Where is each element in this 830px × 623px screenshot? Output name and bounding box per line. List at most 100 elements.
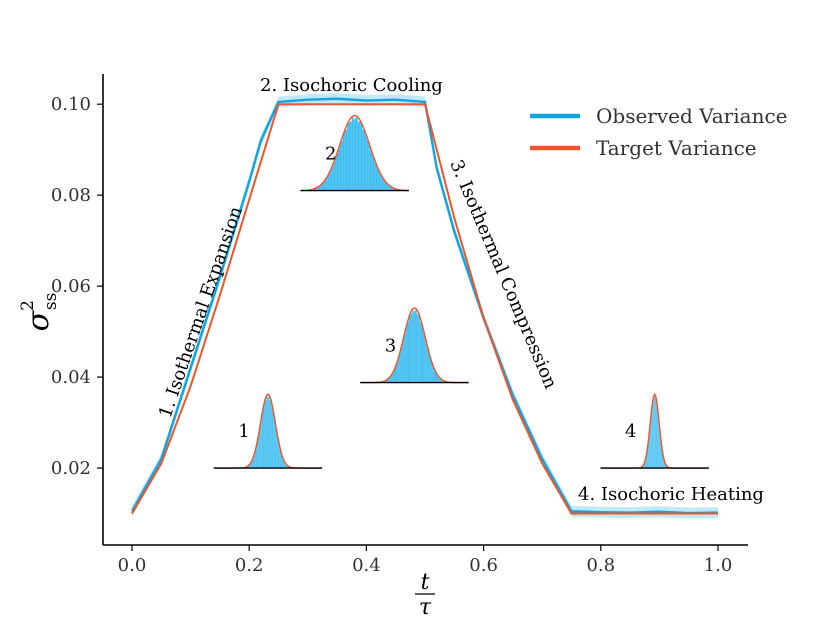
annotation-isochoric-heating: 4. Isochoric Heating [578, 484, 764, 505]
histogram-bar [408, 315, 411, 383]
x-label-denominator: τ [419, 595, 432, 620]
y-tick-label: 0.02 [51, 458, 91, 479]
histogram-bar [424, 334, 426, 383]
histogram-bar [410, 314, 412, 383]
histogram-bar [339, 142, 342, 191]
histogram-bar [407, 322, 410, 383]
y-tick-label: 0.10 [51, 94, 91, 115]
histogram-bar [392, 371, 395, 383]
histogram-bar [411, 313, 413, 383]
histogram-bar [418, 316, 420, 383]
x-tick-label: 1.0 [704, 555, 733, 576]
histogram-bar [397, 360, 399, 383]
observed-variance-line [130, 97, 719, 515]
histogram-bar [428, 354, 430, 383]
y-tick-label: 0.04 [51, 367, 91, 388]
histogram-bar [398, 357, 400, 383]
histogram-bar [330, 168, 333, 191]
x-label-numerator: t [421, 570, 430, 595]
y-label-symbol: σ [21, 309, 56, 331]
histogram-bar [336, 153, 339, 191]
histogram-bar [430, 360, 432, 383]
histogram-bar [377, 168, 379, 191]
y-label-superscript: 2 [18, 300, 38, 311]
distribution-insets: 1 2 3 4 [213, 114, 709, 469]
histogram-bar [431, 364, 433, 383]
histogram-bar [350, 121, 352, 191]
histogram-bar [405, 327, 408, 383]
annotation-isochoric-cooling: 2. Isochoric Cooling [260, 75, 443, 96]
histogram-bar [419, 321, 422, 383]
histogram-bar [381, 177, 384, 191]
legend: Observed Variance Target Variance [530, 104, 787, 160]
histogram-bar [366, 140, 369, 191]
histogram-bar [333, 161, 336, 191]
distribution-inset-4: 4 [600, 393, 709, 469]
histogram-bar [341, 141, 343, 191]
histogram-bar [395, 364, 398, 383]
legend-label-target: Target Variance [596, 136, 757, 160]
histogram-bar [415, 309, 417, 383]
histogram-bar [326, 177, 328, 191]
histogram-bar [399, 354, 401, 383]
y-axis-label: σ2 ss [18, 293, 61, 332]
histogram-bar [351, 116, 354, 191]
distribution-inset-2: 2 [300, 114, 409, 192]
y-label-subscript: ss [41, 293, 61, 310]
distribution-label: 4 [625, 421, 636, 442]
target-variance-line [131, 103, 718, 515]
histogram-bar [332, 165, 334, 191]
histogram-bar [329, 172, 331, 191]
histogram-bar [356, 116, 358, 191]
x-axis-label: t τ [415, 570, 435, 620]
x-tick-label: 0.0 [118, 555, 147, 576]
histogram-bar [359, 121, 361, 191]
annotation-isothermal-compression: 3. Isothermal Compression [445, 157, 561, 393]
distribution-label: 3 [385, 336, 396, 357]
histogram-bar [357, 122, 360, 191]
distribution-label: 2 [325, 144, 336, 165]
histogram-bar [374, 162, 376, 191]
histogram-bar [413, 311, 415, 383]
y-ticks: 0.02 0.04 0.06 0.08 0.10 [51, 94, 103, 479]
histogram-bar [401, 345, 403, 383]
distribution-inset-1: 1 [213, 393, 323, 469]
histogram-bar [360, 124, 363, 191]
histogram-bar [353, 119, 355, 191]
histogram-bar [416, 314, 418, 383]
histogram-bar [345, 129, 348, 191]
x-tick-label: 0.6 [469, 555, 498, 576]
annotation-isothermal-expansion: 1. Isothermal Expansion [155, 203, 247, 420]
histogram-bar [406, 322, 409, 383]
histogram-bar [414, 310, 416, 383]
y-tick-label: 0.06 [51, 276, 91, 297]
histogram-bar [372, 156, 375, 191]
histogram-bar [404, 333, 406, 383]
histogram-bar [433, 369, 436, 383]
histogram-bar [365, 136, 367, 191]
histogram-bar [403, 335, 405, 383]
histogram-bar [375, 164, 378, 191]
histogram-bar [368, 142, 370, 191]
histogram-bar [338, 148, 340, 191]
histogram-bar [402, 341, 404, 383]
histogram-bar [324, 179, 327, 191]
x-tick-label: 0.4 [352, 555, 381, 576]
histogram-bar [342, 134, 345, 191]
histogram-bar [427, 348, 429, 383]
histogram-bar [380, 174, 382, 191]
histogram-bar [426, 345, 428, 383]
distribution-label: 1 [238, 421, 249, 442]
histogram-bar [429, 356, 431, 383]
axes: 0.0 0.2 0.4 0.6 0.8 1.0 0.02 0.04 0.06 0.08 0.10 [51, 74, 748, 576]
histogram-bar [347, 123, 349, 191]
distribution-inset-3: 3 [360, 307, 469, 384]
histogram-bar [354, 118, 357, 191]
histogram-bar [425, 341, 427, 383]
histogram-bar [420, 322, 423, 383]
histogram-bar [348, 122, 351, 191]
histogram-bar [400, 348, 402, 383]
histogram-bar [363, 129, 366, 191]
